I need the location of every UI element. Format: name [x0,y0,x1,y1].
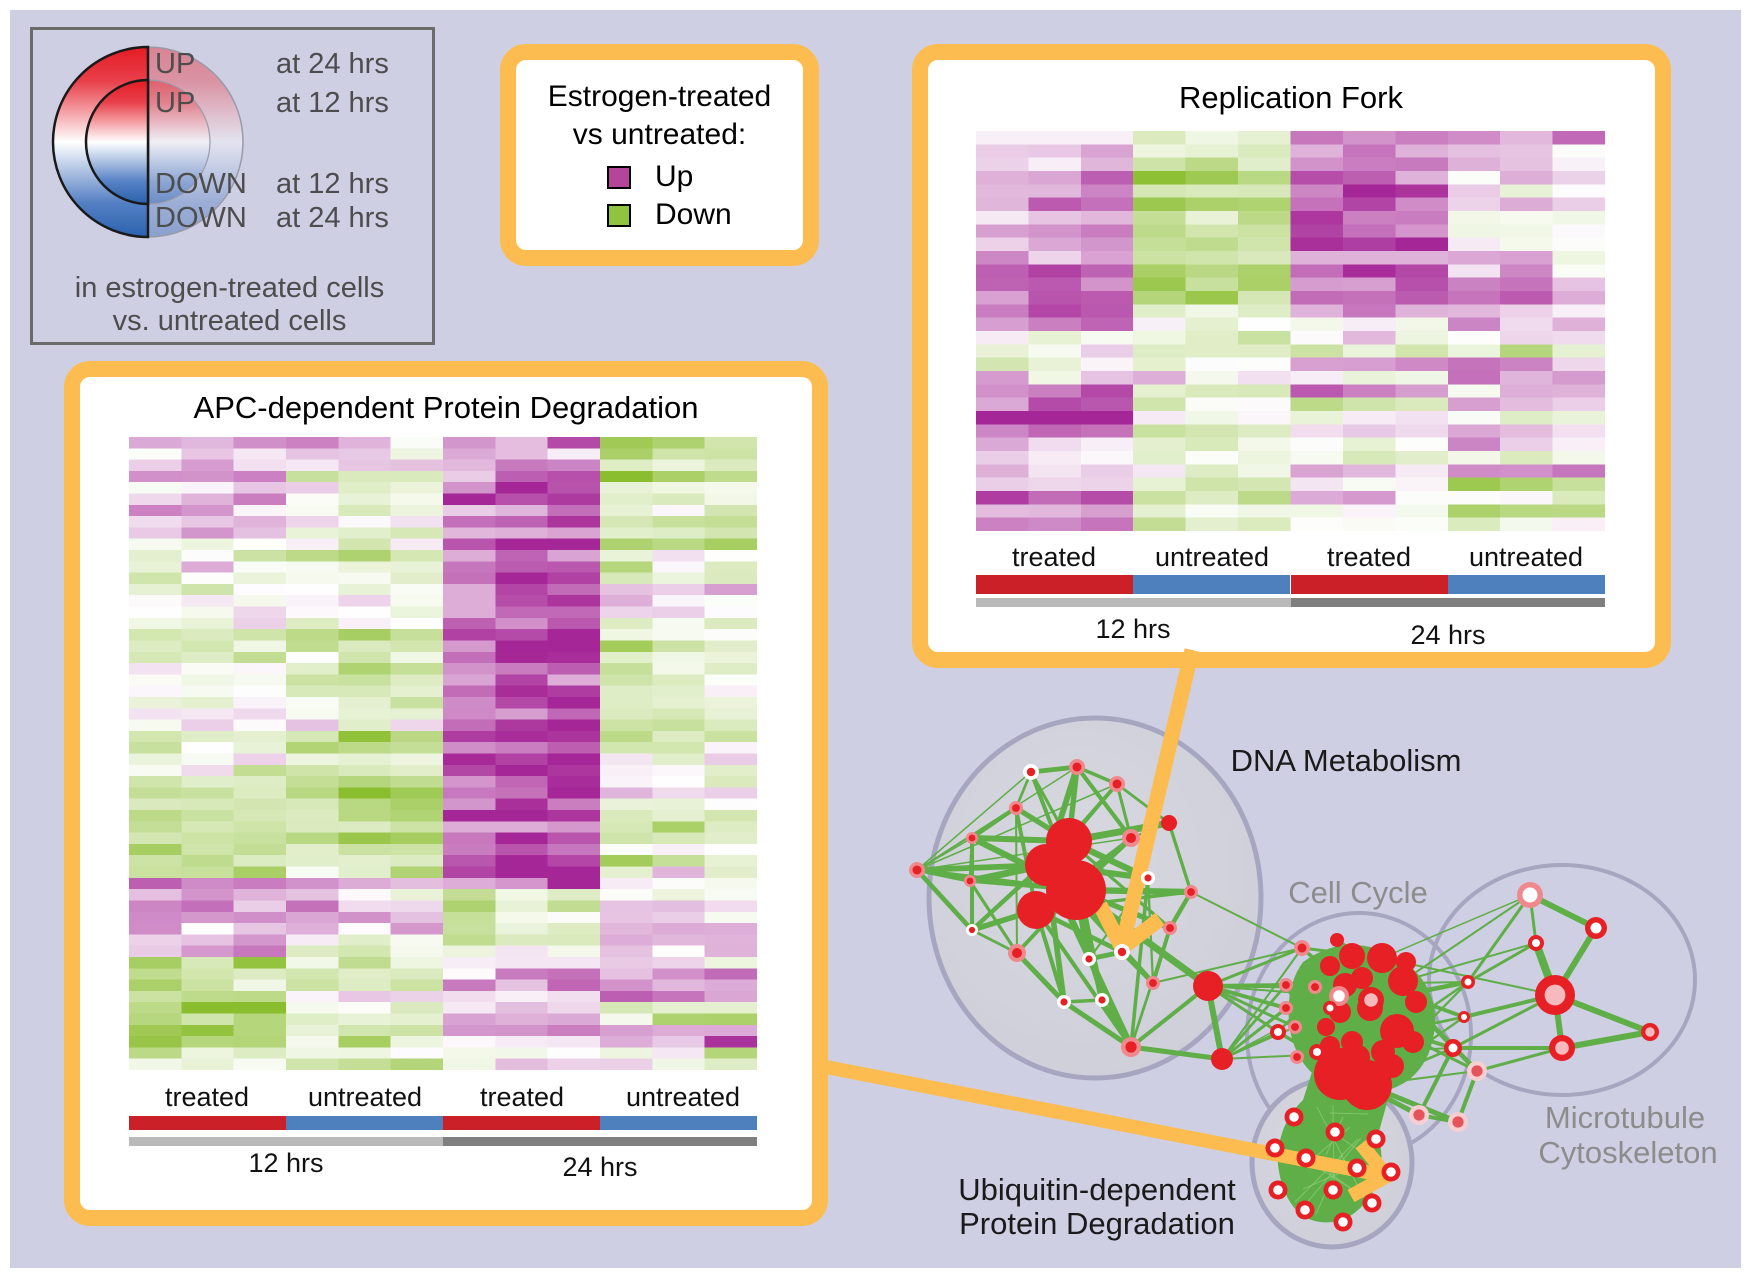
svg-text:DNA Metabolism: DNA Metabolism [1231,743,1462,778]
svg-text:Ubiquitin-dependent: Ubiquitin-dependent [958,1172,1236,1207]
svg-text:Cytoskeleton: Cytoskeleton [1538,1135,1717,1170]
svg-text:Microtubule: Microtubule [1545,1100,1705,1135]
svg-text:Protein Degradation: Protein Degradation [959,1206,1235,1241]
svg-text:Cell Cycle: Cell Cycle [1288,875,1428,910]
